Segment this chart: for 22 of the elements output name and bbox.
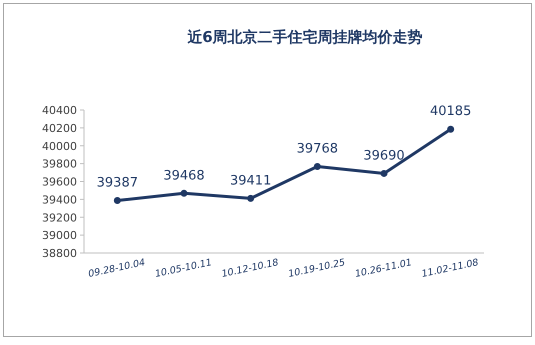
data-label: 40185 — [430, 104, 472, 120]
y-tick-label: 39400 — [42, 193, 77, 206]
y-tick-label: 38800 — [42, 247, 77, 260]
point — [114, 197, 121, 204]
data-label: 39768 — [296, 141, 338, 156]
chart-title: 近6周北京二手住宅周挂牌均价走势 — [186, 28, 423, 46]
y-tick-label: 40200 — [42, 122, 77, 135]
y-tick-label: 39200 — [42, 211, 77, 224]
y-tick-label: 39800 — [42, 158, 77, 171]
y-tick-label: 40000 — [42, 140, 77, 153]
y-tick-label: 39000 — [42, 229, 77, 242]
point — [380, 170, 388, 177]
point — [247, 194, 254, 202]
data-label: 39387 — [96, 176, 138, 191]
data-label: 39411 — [230, 173, 272, 188]
point — [314, 162, 321, 170]
data-label: 39690 — [363, 148, 405, 164]
point — [447, 126, 454, 133]
point — [180, 190, 188, 197]
y-tick-label: 39600 — [42, 176, 77, 188]
data-label: 39468 — [163, 168, 205, 184]
y-tick-label: 40400 — [42, 104, 77, 117]
